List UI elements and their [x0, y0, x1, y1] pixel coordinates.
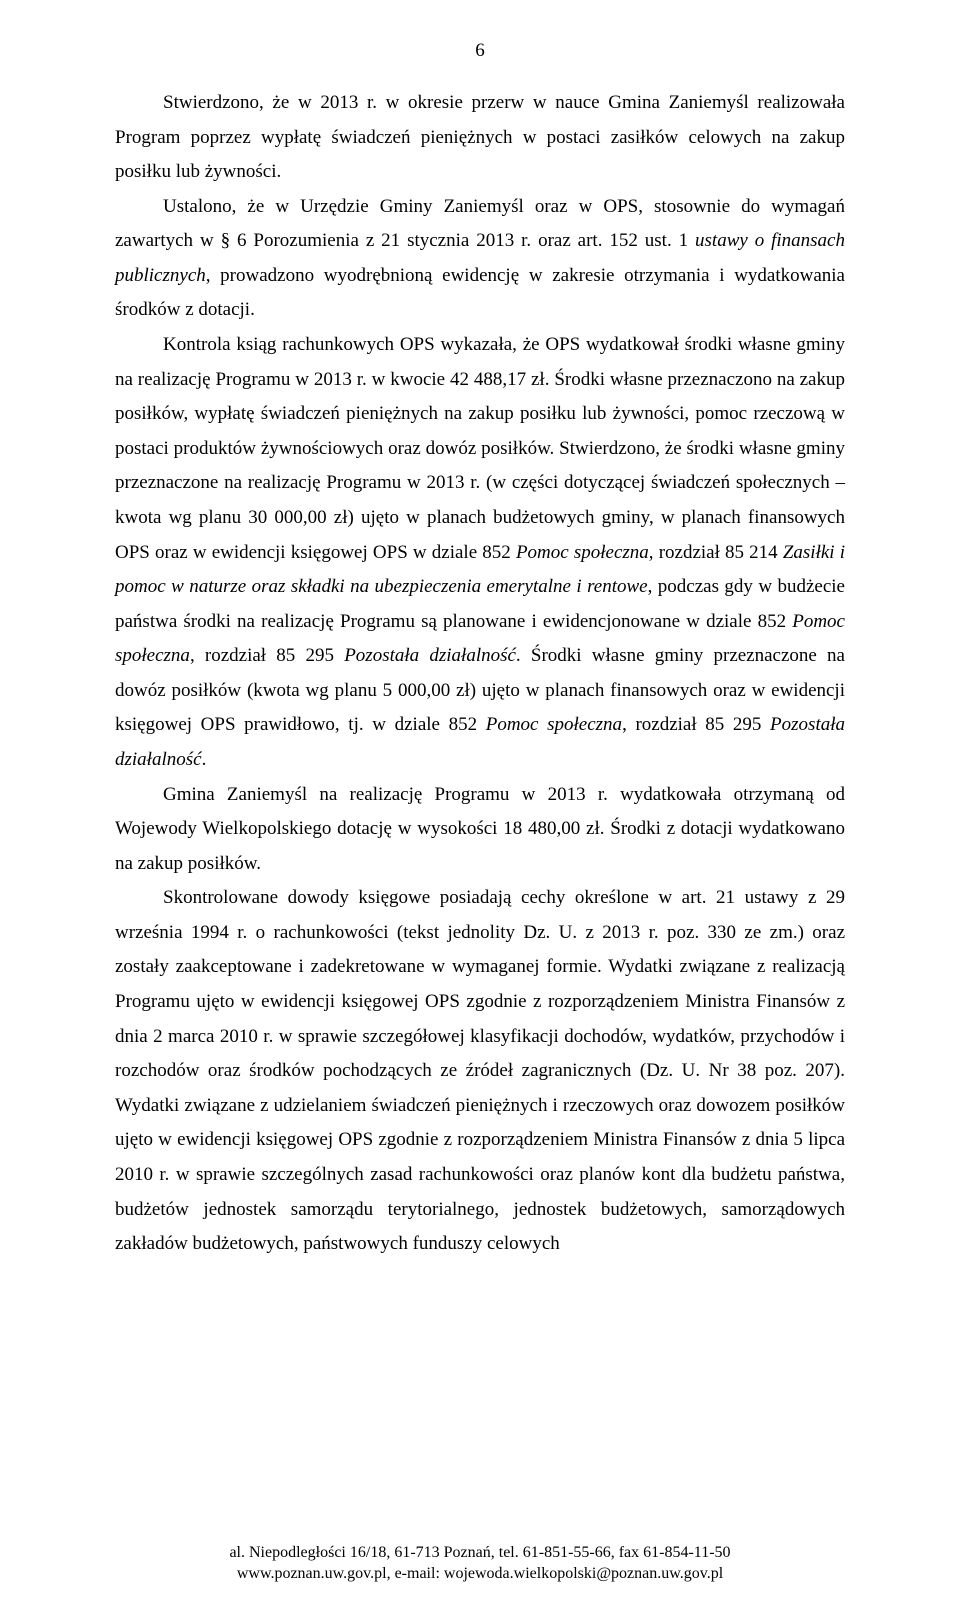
- text-italic: Pomoc społeczna: [486, 714, 622, 735]
- paragraph-4: Gmina Zaniemyśl na realizację Programu w…: [115, 778, 845, 882]
- text-italic: Pozostała działalność: [344, 645, 516, 666]
- paragraph-1: Stwierdzono, że w 2013 r. w okresie prze…: [115, 86, 845, 190]
- text-italic: Pomoc społeczna: [516, 542, 649, 563]
- text: , prowadzono wyodrębnioną ewidencję w za…: [115, 265, 845, 321]
- paragraph-3: Kontrola ksiąg rachunkowych OPS wykazała…: [115, 328, 845, 778]
- text: Stwierdzono, że w 2013 r. w okresie prze…: [115, 92, 845, 182]
- page-footer: al. Niepodległości 16/18, 61-713 Poznań,…: [0, 1542, 960, 1585]
- footer-line-2: www.poznan.uw.gov.pl, e-mail: wojewoda.w…: [0, 1563, 960, 1585]
- text: , rozdział 85 295: [622, 714, 770, 735]
- text: , rozdział 85 214: [649, 542, 783, 563]
- text: Kontrola ksiąg rachunkowych OPS wykazała…: [115, 334, 845, 562]
- body-text: Stwierdzono, że w 2013 r. w okresie prze…: [115, 86, 845, 1262]
- document-page: 6 Stwierdzono, że w 2013 r. w okresie pr…: [0, 0, 960, 1613]
- text: Gmina Zaniemyśl na realizację Programu w…: [115, 784, 845, 874]
- text: .: [202, 749, 207, 770]
- page-number: 6: [115, 40, 845, 62]
- text: , rozdział 85 295: [190, 645, 344, 666]
- paragraph-5: Skontrolowane dowody księgowe posiadają …: [115, 881, 845, 1261]
- paragraph-2: Ustalono, że w Urzędzie Gminy Zaniemyśl …: [115, 190, 845, 328]
- footer-line-1: al. Niepodległości 16/18, 61-713 Poznań,…: [0, 1542, 960, 1564]
- text: Skontrolowane dowody księgowe posiadają …: [115, 887, 845, 1254]
